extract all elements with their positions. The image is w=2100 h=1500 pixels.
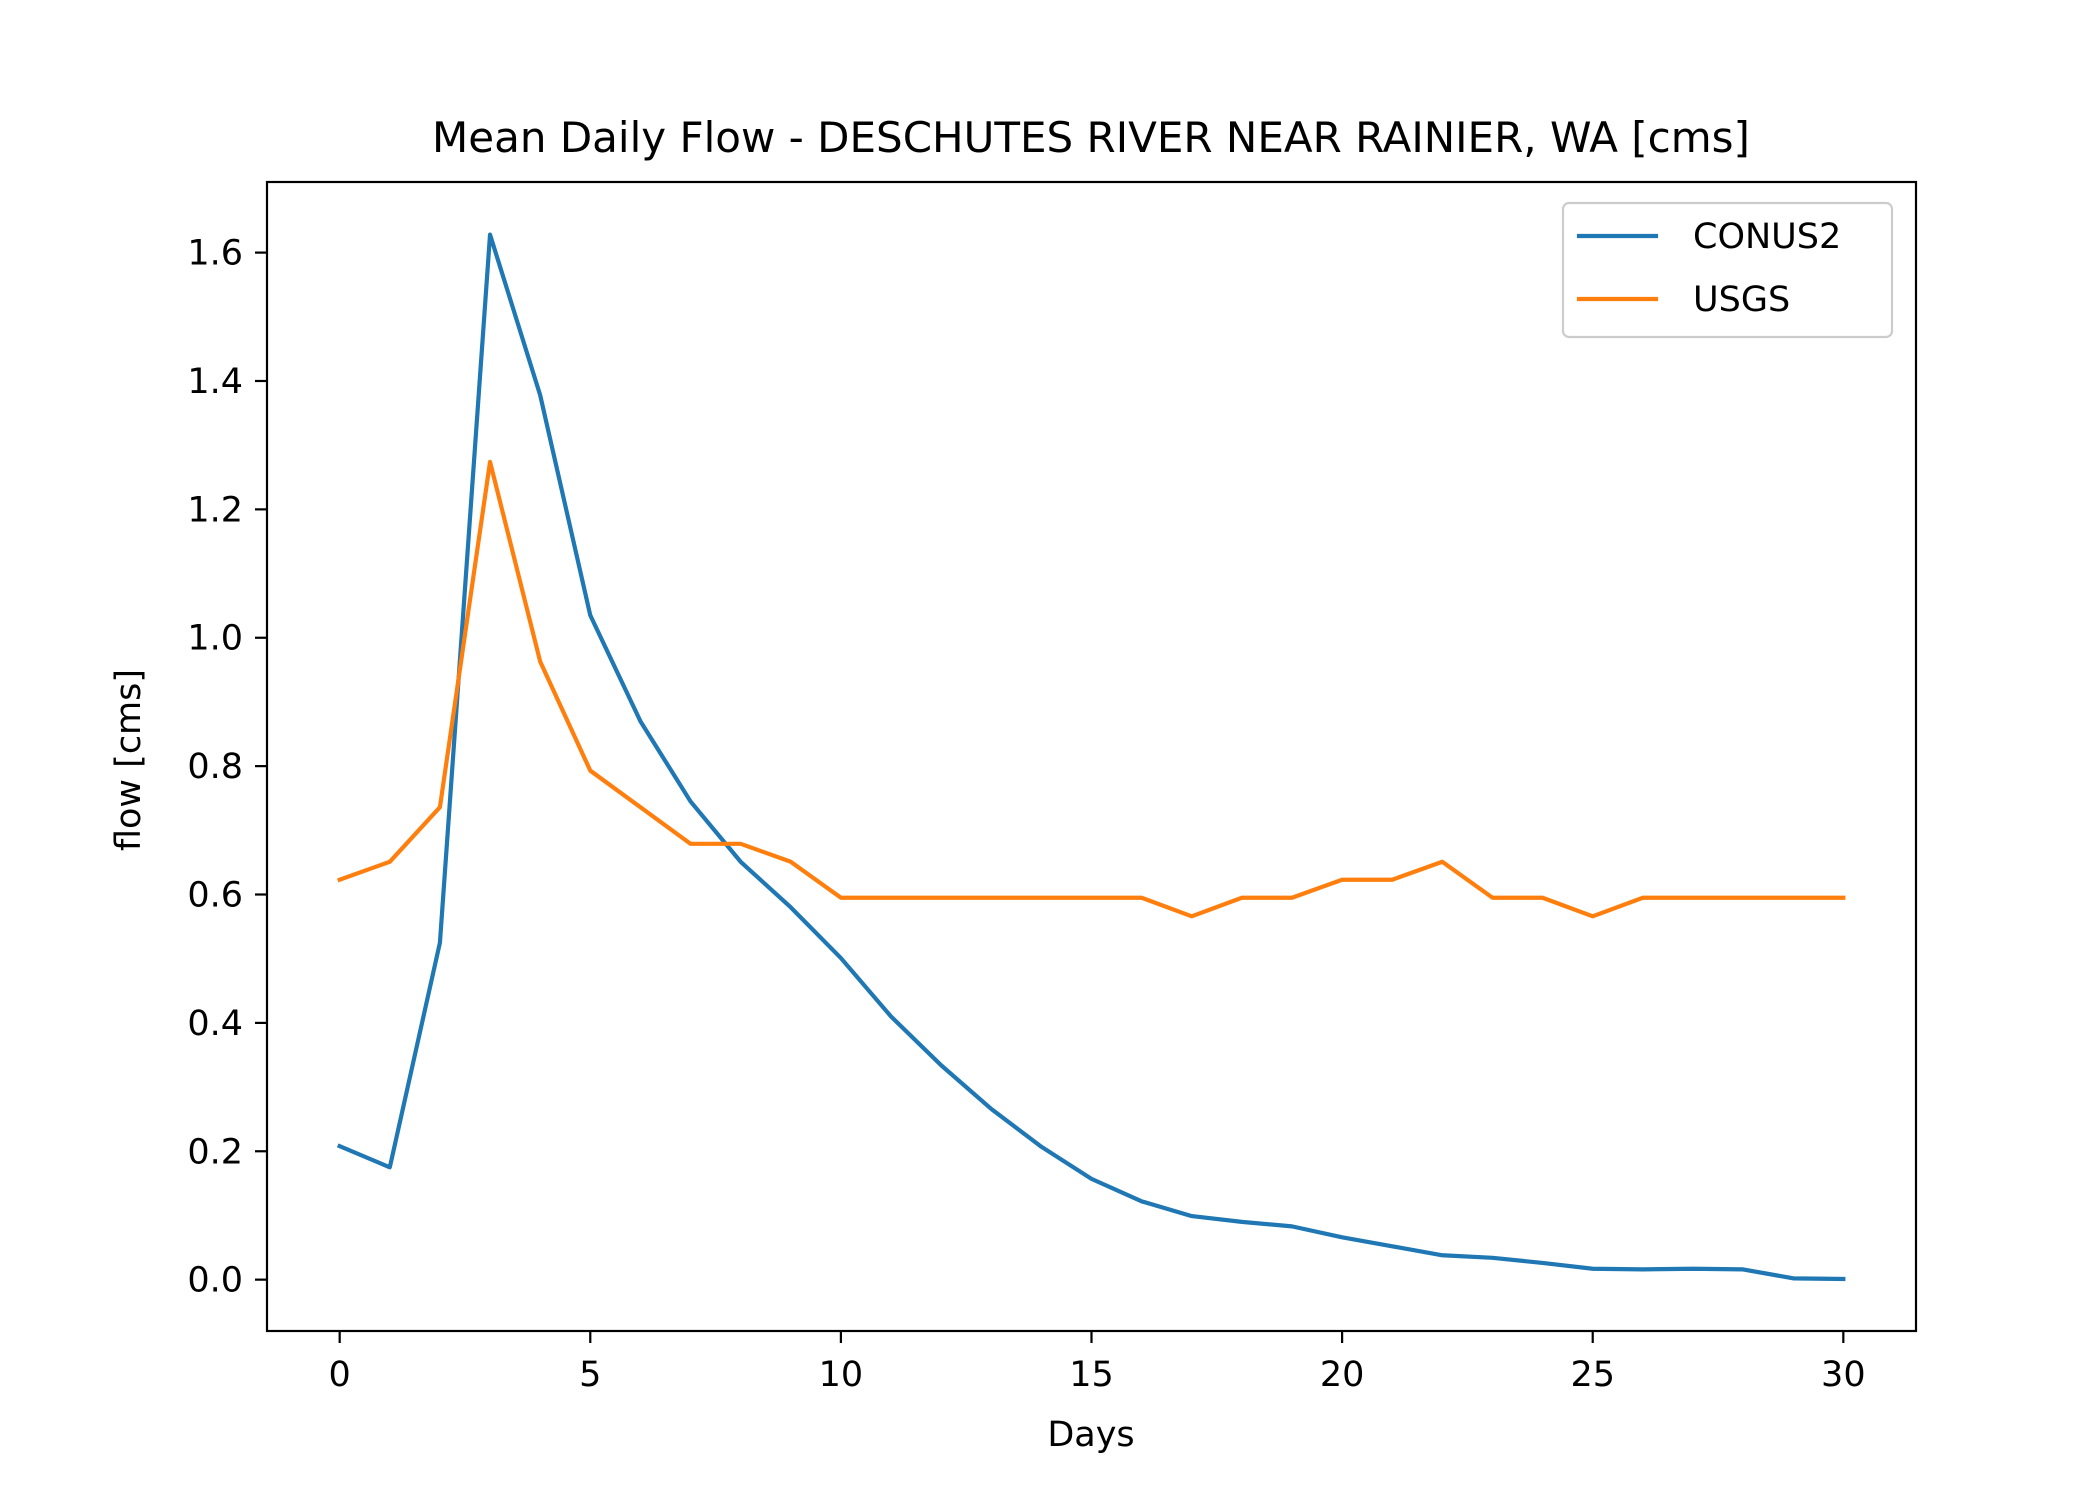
x-tick-label: 0 [329, 1355, 351, 1395]
y-axis-title: flow [cms] [109, 669, 149, 851]
legend-label-usgs: USGS [1693, 280, 1790, 320]
x-tick-label: 5 [579, 1355, 601, 1395]
chart-title: Mean Daily Flow - DESCHUTES RIVER NEAR R… [432, 113, 1750, 162]
x-tick-label: 25 [1570, 1355, 1615, 1395]
series-line-usgs [336, 459, 1846, 919]
series-layer [336, 232, 1846, 1282]
x-axis: 0 5 10 15 20 25 30 [329, 1331, 1866, 1395]
y-tick-label: 0.0 [187, 1261, 243, 1301]
y-tick-label: 0.6 [187, 876, 243, 916]
x-tick-label: 10 [819, 1355, 864, 1395]
y-tick-label: 1.0 [187, 619, 243, 659]
series-line-conus2 [336, 232, 1846, 1282]
x-tick-label: 30 [1821, 1355, 1866, 1395]
y-tick-label: 0.8 [187, 747, 243, 787]
legend-label-conus2: CONUS2 [1693, 217, 1841, 257]
y-tick-label: 1.2 [187, 490, 243, 530]
y-tick-label: 0.4 [187, 1004, 243, 1044]
x-tick-label: 15 [1069, 1355, 1114, 1395]
x-tick-label: 20 [1320, 1355, 1365, 1395]
y-tick-label: 1.4 [187, 362, 243, 402]
y-tick-label: 0.2 [187, 1132, 243, 1172]
y-tick-label: 1.6 [187, 234, 243, 274]
y-axis: 0.0 0.2 0.4 0.6 0.8 1.0 1.2 1.4 1.6 [187, 234, 267, 1301]
x-axis-title: Days [1047, 1415, 1134, 1455]
legend: CONUS2 USGS [1561, 201, 1894, 339]
